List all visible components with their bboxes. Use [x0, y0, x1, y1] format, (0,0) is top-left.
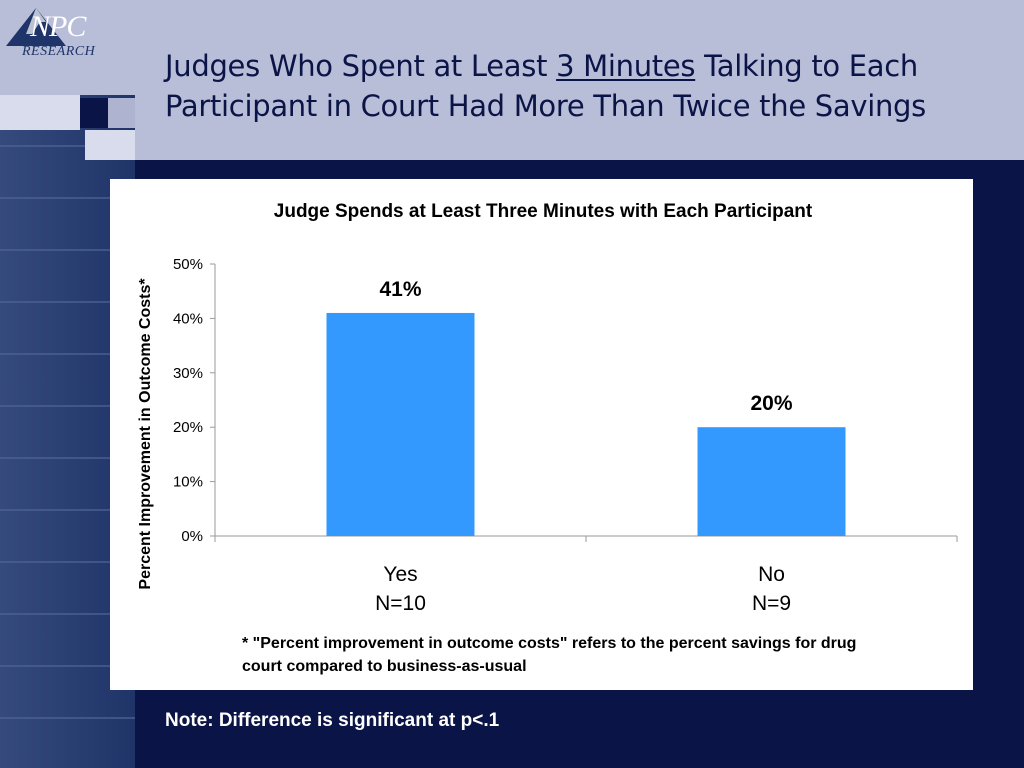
decorative-square [108, 98, 135, 128]
decorative-square [85, 130, 135, 160]
logo-text-research: RESEARCH [22, 44, 96, 59]
y-tick-label: 0% [181, 528, 203, 545]
decorative-square [80, 98, 108, 128]
chart-footnote: * "Percent improvement in outcome costs"… [242, 635, 857, 675]
npc-research-logo: NPC RESEARCH [6, 4, 106, 60]
decorative-square [0, 95, 80, 130]
significance-note: Note: Difference is significant at p<.1 [165, 710, 500, 731]
y-tick-label: 20% [173, 419, 203, 436]
data-label: 20% [750, 392, 792, 415]
logo-mountain-icon [6, 8, 66, 46]
title-underlined: 3 Minutes [556, 49, 696, 83]
chart-panel: Judge Spends at Least Three Minutes with… [110, 179, 973, 690]
title-part-1: Judges Who Spent at Least [165, 49, 557, 83]
chart-title: Judge Spends at Least Three Minutes with… [273, 201, 813, 222]
x-category-sublabel: N=9 [752, 592, 791, 615]
data-label: 41% [379, 278, 421, 301]
y-tick-label: 30% [173, 365, 203, 382]
logo-text-npc: NPC [30, 10, 86, 43]
x-category-label: No [758, 563, 785, 586]
bar-yes [326, 312, 475, 536]
bar-chart: 0% 10% 20% 30% 40% 50% 41% Yes N=10 20% No N=9 [173, 256, 958, 615]
x-category-sublabel: N=10 [375, 592, 426, 615]
header-bar [135, 0, 1024, 160]
y-tick-label: 10% [173, 474, 203, 491]
bar-no [697, 427, 846, 536]
y-tick-label: 50% [173, 256, 203, 273]
slide-title: Judges Who Spent at Least 3 Minutes Talk… [165, 46, 1005, 126]
y-tick-label: 40% [173, 310, 203, 327]
x-category-label: Yes [383, 563, 417, 586]
header-left-block [0, 0, 135, 95]
title-part-2: Talking to Each Participant in Court Had… [165, 49, 926, 123]
